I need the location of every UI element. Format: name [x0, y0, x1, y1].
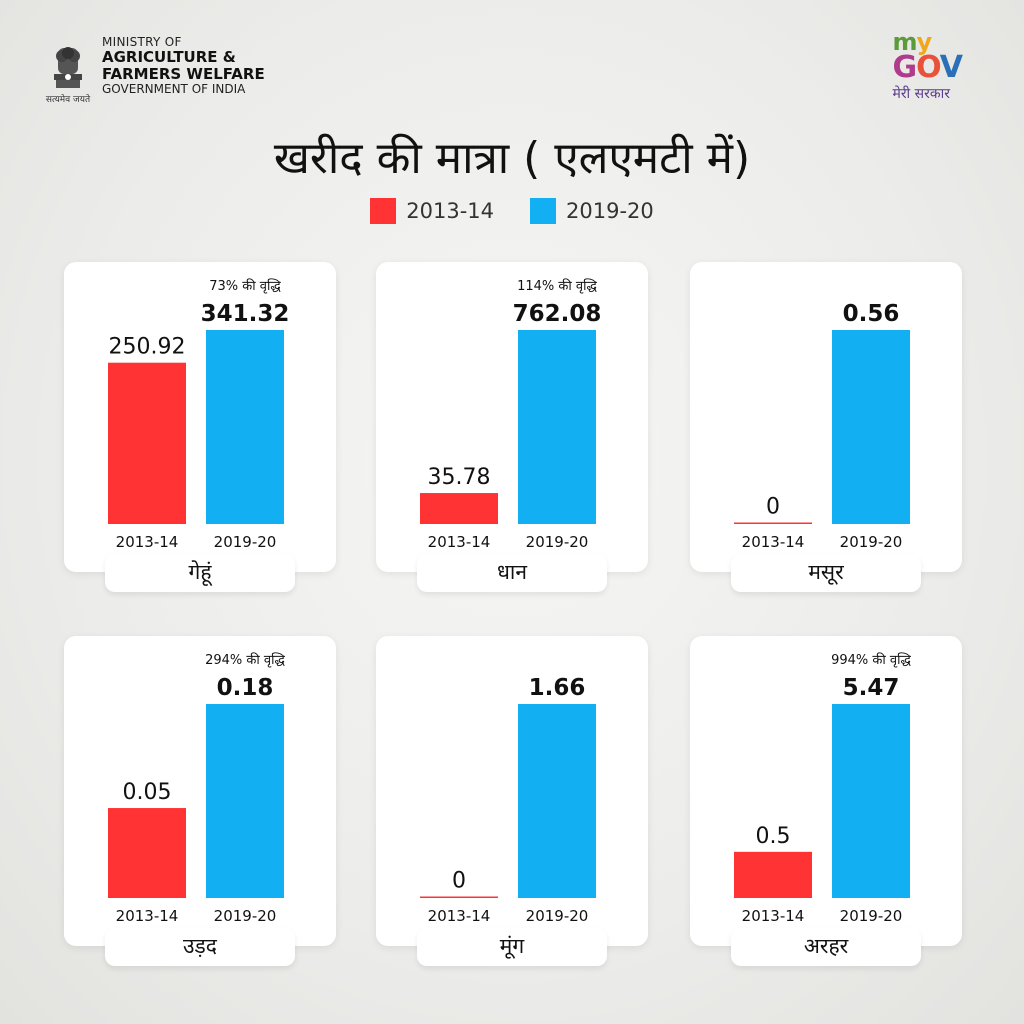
- legend-swatch-2019: [530, 198, 556, 224]
- national-emblem-icon: [54, 47, 82, 88]
- legend-label-2013: 2013-14: [406, 199, 494, 223]
- chart-title: खरीद की मात्रा ( एलएमटी में): [273, 133, 751, 184]
- mygov-subtitle: मेरी सरकार: [892, 86, 950, 102]
- bar-2013-14: [734, 851, 812, 898]
- chart-legend: 2013-14 2019-20: [0, 198, 1024, 224]
- data-label: 0.05: [123, 780, 172, 805]
- chart-panel-masoor: 0 2013-14 0.56 2019-20 मसूर: [690, 262, 962, 592]
- ministry-branding: MINISTRY OF AGRICULTURE & FARMERS WELFAR…: [44, 35, 265, 108]
- bar-2013-14: [420, 896, 498, 898]
- x-tick-label: 2013-14: [428, 533, 491, 551]
- x-tick-label: 2013-14: [742, 533, 805, 551]
- legend-swatch-2013: [370, 198, 397, 224]
- panel-chart-svg: 0 2013-14 0.56 2019-20: [734, 301, 910, 551]
- data-label: 762.08: [513, 301, 602, 327]
- x-tick-label: 2013-14: [116, 907, 179, 925]
- crop-label: गेहूं: [105, 554, 295, 592]
- chart-panel-moong: 0 2013-14 1.66 2019-20 मूंग: [376, 636, 648, 966]
- x-tick-label: 2019-20: [840, 907, 903, 925]
- mygov-logo: my GOV मेरी सरकार: [892, 28, 963, 102]
- data-label: 0.5: [756, 824, 791, 849]
- growth-annotation: 994% की वृद्धि: [831, 652, 911, 668]
- legend-label-2019: 2019-20: [566, 199, 654, 223]
- legend-item-2013: 2013-14: [370, 198, 494, 224]
- ministry-line2: AGRICULTURE &: [102, 48, 236, 67]
- data-label: 0: [766, 495, 780, 520]
- ministry-line4: GOVERNMENT OF INDIA: [102, 82, 246, 97]
- crop-label: मूंग: [417, 928, 607, 966]
- bar-2019-20: [518, 330, 596, 524]
- chart-panel-wheat: 250.92 2013-14 341.32 2019-20 73% की वृद्धि …: [64, 262, 336, 592]
- panel-chart-svg: 0.05 2013-14 0.18 2019-20 294% की वृद्धि: [108, 652, 285, 925]
- panel-chart-svg: 35.78 2013-14 762.08 2019-20 114% की वृद्धि: [420, 278, 602, 551]
- x-tick-label: 2013-14: [428, 907, 491, 925]
- data-label: 5.47: [843, 675, 900, 701]
- data-label: 341.32: [201, 301, 290, 327]
- bar-2013-14: [734, 522, 812, 524]
- data-label: 35.78: [428, 465, 491, 490]
- crop-label: अरहर: [731, 928, 921, 966]
- x-tick-label: 2019-20: [214, 907, 277, 925]
- bar-2019-20: [832, 704, 910, 898]
- chart-panel-urad: 0.05 2013-14 0.18 2019-20 294% की वृद्धि उड़…: [64, 636, 336, 966]
- x-tick-label: 2019-20: [840, 533, 903, 551]
- crop-label: उड़द: [105, 928, 295, 966]
- x-tick-label: 2019-20: [214, 533, 277, 551]
- legend-item-2019: 2019-20: [530, 198, 654, 224]
- x-tick-label: 2019-20: [526, 533, 589, 551]
- panel-chart-svg: 0.5 2013-14 5.47 2019-20 994% की वृद्धि: [734, 652, 911, 925]
- ministry-line1: MINISTRY OF: [102, 35, 182, 49]
- ministry-line3: FARMERS WELFARE: [102, 65, 265, 84]
- bar-2013-14: [108, 362, 186, 524]
- data-label: 0.56: [843, 301, 900, 327]
- x-tick-label: 2013-14: [742, 907, 805, 925]
- x-tick-label: 2019-20: [526, 907, 589, 925]
- bar-2019-20: [206, 704, 284, 898]
- data-label: 0.18: [217, 675, 274, 701]
- bar-2019-20: [518, 704, 596, 898]
- chart-panel-arhar: 0.5 2013-14 5.47 2019-20 994% की वृद्धि अरहर: [690, 636, 962, 966]
- growth-annotation: 114% की वृद्धि: [517, 278, 597, 294]
- growth-annotation: 73% की वृद्धि: [209, 278, 281, 294]
- x-tick-label: 2013-14: [116, 533, 179, 551]
- bar-2013-14: [420, 493, 498, 524]
- bar-2019-20: [206, 330, 284, 524]
- data-label: 250.92: [109, 335, 186, 360]
- bar-2013-14: [108, 808, 186, 898]
- crop-label: मसूर: [731, 554, 921, 592]
- emblem-motto: सत्यमेव जयते: [45, 95, 91, 105]
- bar-2019-20: [832, 330, 910, 524]
- panel-chart-svg: 250.92 2013-14 341.32 2019-20 73% की वृद्धि: [108, 278, 290, 551]
- panel-chart-svg: 0 2013-14 1.66 2019-20: [420, 675, 596, 925]
- data-label: 1.66: [529, 675, 586, 701]
- crop-label: धान: [417, 554, 607, 592]
- chart-panel-paddy: 35.78 2013-14 762.08 2019-20 114% की वृद्धि …: [376, 262, 648, 592]
- data-label: 0: [452, 869, 466, 894]
- growth-annotation: 294% की वृद्धि: [205, 652, 285, 668]
